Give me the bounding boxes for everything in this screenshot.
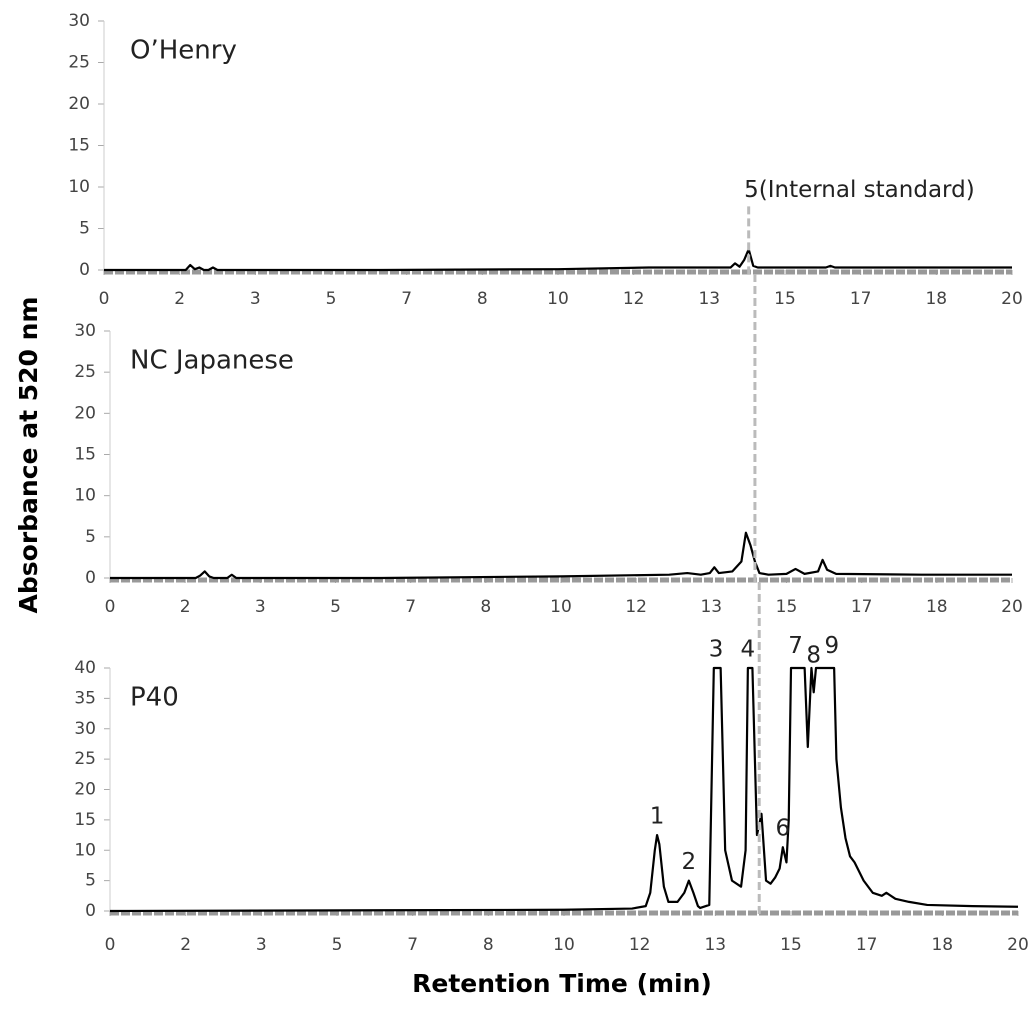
peak-label: 7 <box>788 633 803 659</box>
x-tick-label: 18 <box>931 935 953 955</box>
y-tick-label: 10 <box>74 840 96 860</box>
y-tick-label: 0 <box>79 260 90 280</box>
y-tick-label: 15 <box>74 445 96 465</box>
x-tick-label: 2 <box>180 935 191 955</box>
x-tick-label: 17 <box>856 935 878 955</box>
x-tick-label: 8 <box>480 597 491 617</box>
x-tick-label: 7 <box>401 289 412 309</box>
y-tick-label: 10 <box>74 486 96 506</box>
y-tick-label: 25 <box>74 749 96 769</box>
x-tick-label: 17 <box>851 597 873 617</box>
x-tick-label: 20 <box>1001 597 1023 617</box>
y-axis-title: Absorbance at 520 nm <box>14 297 43 614</box>
x-tick-label: 10 <box>547 289 569 309</box>
x-tick-label: 20 <box>1001 289 1023 309</box>
x-tick-label: 15 <box>774 289 796 309</box>
y-tick-label: 25 <box>74 362 96 382</box>
x-tick-label: 2 <box>180 597 191 617</box>
series-line <box>104 248 1012 272</box>
peak-label: 6 <box>776 815 791 841</box>
y-tick-label: 30 <box>74 321 96 341</box>
x-tick-label: 2 <box>174 289 185 309</box>
x-tick-label: 18 <box>926 597 948 617</box>
x-tick-label: 10 <box>550 597 572 617</box>
y-tick-label: 40 <box>74 658 96 678</box>
x-tick-label: 8 <box>477 289 488 309</box>
y-tick-label: 20 <box>74 403 96 423</box>
y-tick-label: 5 <box>85 527 96 547</box>
x-tick-label: 12 <box>623 289 645 309</box>
x-tick-label: 0 <box>99 289 110 309</box>
y-tick-label: 30 <box>74 719 96 739</box>
y-tick-label: 35 <box>74 688 96 708</box>
x-tick-label: 13 <box>704 935 726 955</box>
peak-label: 8 <box>806 642 821 668</box>
x-tick-label: 7 <box>405 597 416 617</box>
panel-title: NC Japanese <box>130 346 294 376</box>
x-tick-label: 15 <box>780 935 802 955</box>
x-tick-label: 12 <box>629 935 651 955</box>
peak-label: 5(Internal standard) <box>744 177 975 203</box>
y-tick-label: 5 <box>85 871 96 891</box>
y-tick-label: 15 <box>68 136 90 156</box>
x-tick-label: 3 <box>255 597 266 617</box>
panel-title: P40 <box>130 683 179 713</box>
y-tick-label: 0 <box>85 901 96 921</box>
series-line <box>110 531 1012 580</box>
x-tick-label: 0 <box>105 935 116 955</box>
x-tick-label: 13 <box>700 597 722 617</box>
series-line <box>109 666 1019 913</box>
x-tick-label: 12 <box>625 597 647 617</box>
x-tick-label: 17 <box>850 289 872 309</box>
x-tick-label: 15 <box>776 597 798 617</box>
x-tick-label: 5 <box>330 597 341 617</box>
x-tick-label: 7 <box>407 935 418 955</box>
x-tick-label: 5 <box>326 289 337 309</box>
panel-title: O’Henry <box>130 36 237 66</box>
y-tick-label: 20 <box>68 94 90 114</box>
y-tick-label: 25 <box>68 53 90 73</box>
x-tick-label: 5 <box>332 935 343 955</box>
x-tick-label: 8 <box>483 935 494 955</box>
y-tick-label: 0 <box>85 568 96 588</box>
y-tick-label: 20 <box>74 780 96 800</box>
peak-label: 4 <box>741 636 756 662</box>
y-tick-label: 5 <box>79 219 90 239</box>
x-tick-label: 0 <box>105 597 116 617</box>
y-tick-label: 10 <box>68 177 90 197</box>
x-tick-label: 13 <box>698 289 720 309</box>
x-tick-label: 3 <box>256 935 267 955</box>
peak-label: 3 <box>709 636 724 662</box>
peak-label: 1 <box>650 803 665 829</box>
x-tick-label: 20 <box>1007 935 1029 955</box>
x-tick-label: 10 <box>553 935 575 955</box>
y-tick-label: 30 <box>68 11 90 31</box>
peak-label: 9 <box>825 633 840 659</box>
x-axis-title: Retention Time (min) <box>412 969 712 998</box>
peak-label: 2 <box>682 849 697 875</box>
x-tick-label: 18 <box>925 289 947 309</box>
y-tick-label: 15 <box>74 810 96 830</box>
x-tick-label: 3 <box>250 289 261 309</box>
